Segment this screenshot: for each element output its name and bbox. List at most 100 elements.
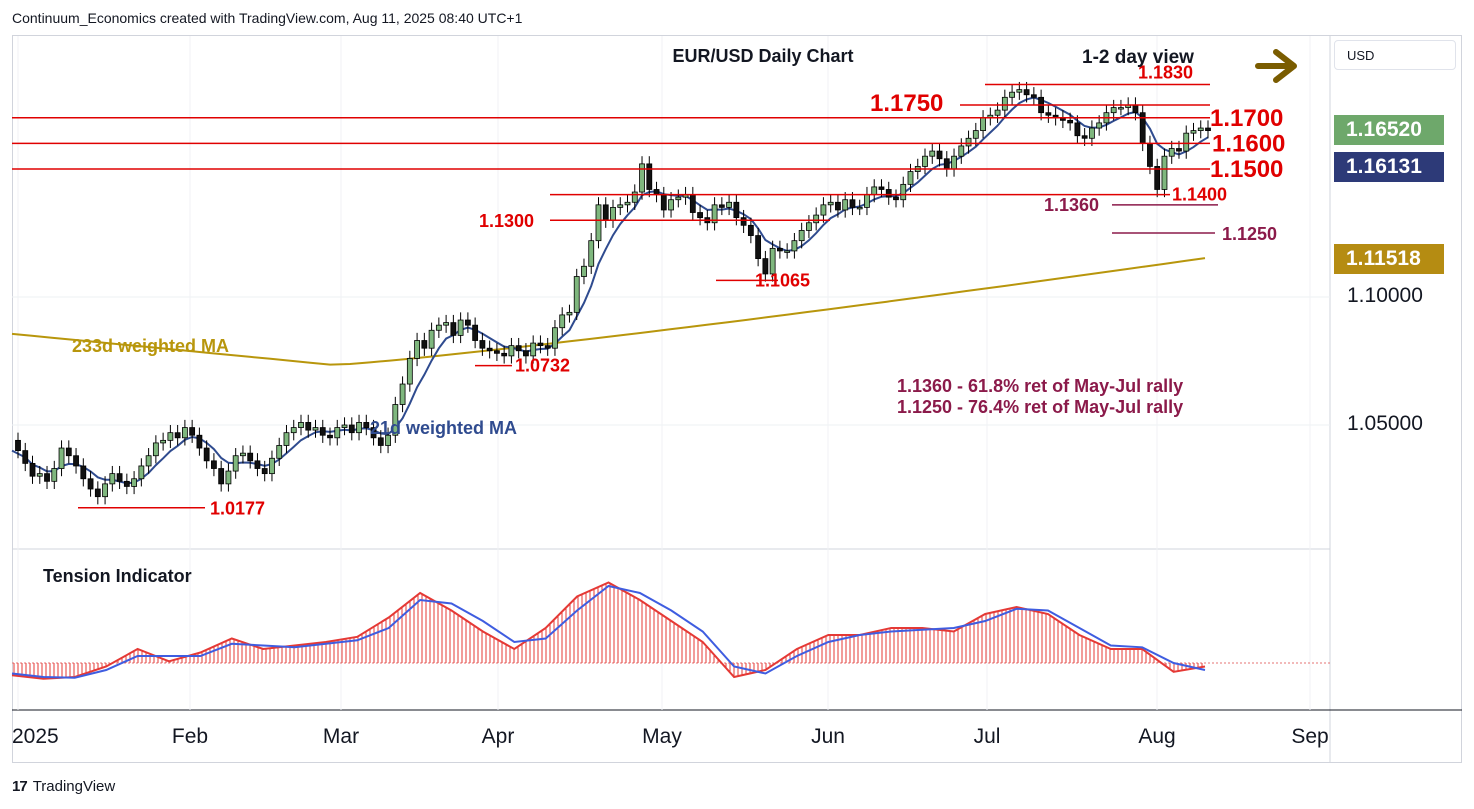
candle-down <box>936 150 943 160</box>
tension-fast-line <box>11 581 1206 680</box>
time-tick-label: Feb <box>172 725 208 748</box>
candle-down <box>689 194 696 213</box>
candle-down <box>1045 112 1052 116</box>
candle-up <box>1183 132 1190 152</box>
candle-up <box>566 311 573 316</box>
candle-down <box>486 347 493 352</box>
candle-down <box>203 447 210 462</box>
candle-up <box>617 204 624 208</box>
candle-up <box>856 206 863 210</box>
level-label: 1.1250 <box>1222 224 1277 244</box>
candle-up <box>610 206 616 221</box>
candle-up <box>1096 122 1103 129</box>
candle-up <box>341 424 348 428</box>
chart-frame <box>12 35 1462 763</box>
candle-up <box>675 196 682 201</box>
candle-up <box>152 442 159 457</box>
candle-up <box>813 214 820 224</box>
ma233-line <box>11 257 1206 366</box>
currency-button[interactable]: USD <box>1334 40 1456 70</box>
level-label: 1.1600 <box>1212 130 1285 157</box>
candle-up <box>1161 155 1168 190</box>
candle-down <box>450 322 457 336</box>
candle-down <box>537 342 544 347</box>
candle-down <box>29 462 36 477</box>
candle-down <box>65 447 72 457</box>
level-label: 1.0177 <box>210 499 265 519</box>
candle-down <box>87 478 94 490</box>
candle-down <box>421 340 428 349</box>
level-label: 1.0732 <box>515 356 570 376</box>
candle-down <box>247 452 254 462</box>
candle-up <box>806 222 812 231</box>
candle-down <box>94 488 101 498</box>
chart-title: EUR/USD Daily Chart <box>672 46 853 66</box>
candle-up <box>1009 91 1015 98</box>
candle-up <box>269 457 275 475</box>
price-tick-label: 1.05000 <box>1347 412 1423 435</box>
candle-up <box>145 455 152 467</box>
candle-down <box>733 201 740 219</box>
candle-up <box>232 455 239 472</box>
candle-up <box>900 183 907 201</box>
ma21-line <box>11 96 1209 485</box>
candle-down <box>218 468 225 485</box>
candle-up <box>225 470 232 485</box>
candle-up <box>1016 89 1023 93</box>
candle-down <box>174 432 181 439</box>
candle-down <box>44 473 50 482</box>
candle-up <box>131 478 137 487</box>
candle-down <box>472 324 479 341</box>
candle-down <box>1147 142 1153 167</box>
candle-up <box>864 194 870 208</box>
candle-down <box>370 427 377 439</box>
candle-up <box>334 427 341 439</box>
level-label: 1.1400 <box>1172 185 1227 205</box>
candle-up <box>392 404 399 436</box>
candle-down <box>885 189 892 198</box>
candle-up <box>109 473 116 485</box>
candle-up <box>1190 130 1197 134</box>
candle-up <box>1110 107 1117 114</box>
candle-up <box>922 155 928 167</box>
candle-up <box>631 191 638 203</box>
candle-down <box>1081 135 1088 139</box>
level-label: 1.1065 <box>755 270 810 290</box>
candle-up <box>769 247 776 275</box>
candle-up <box>399 383 406 405</box>
candle-down <box>254 460 261 469</box>
candle-up <box>102 483 108 498</box>
candle-down <box>327 434 333 439</box>
candle-up <box>283 432 290 446</box>
tension-title: Tension Indicator <box>43 566 192 586</box>
level-label: 1.1830 <box>1138 63 1193 83</box>
candle-down <box>1205 127 1211 131</box>
right-arrow-icon <box>1255 49 1297 83</box>
chart-attribution: Continuum_Economics created with Trading… <box>12 10 523 26</box>
tension-slow-line <box>11 584 1206 679</box>
candle-down <box>1154 166 1161 190</box>
candle-up <box>457 319 464 336</box>
candle-up <box>240 452 246 457</box>
ma21-label: 21d weighted MA <box>370 418 517 438</box>
candle-up <box>290 427 297 434</box>
candle-down <box>73 455 79 467</box>
candle-down <box>116 473 123 482</box>
candle-down <box>464 319 471 326</box>
candle-down <box>211 460 217 469</box>
level-label: 1.1750 <box>870 90 943 117</box>
candle-down <box>1176 148 1182 152</box>
candle-down <box>943 158 950 170</box>
footer-brand[interactable]: TradingView <box>32 778 116 795</box>
ma21-price-badge: 1.16131 <box>1334 152 1444 182</box>
candle-up <box>668 199 674 211</box>
level-label: 1.1360 <box>1044 195 1099 215</box>
candle-down <box>893 196 899 201</box>
candle-up <box>791 240 798 252</box>
candle-up <box>573 276 580 313</box>
candle-down <box>377 437 384 446</box>
time-tick-label: Jun <box>811 725 845 748</box>
time-tick-label: 2025 <box>12 725 59 748</box>
candle-up <box>51 468 58 482</box>
